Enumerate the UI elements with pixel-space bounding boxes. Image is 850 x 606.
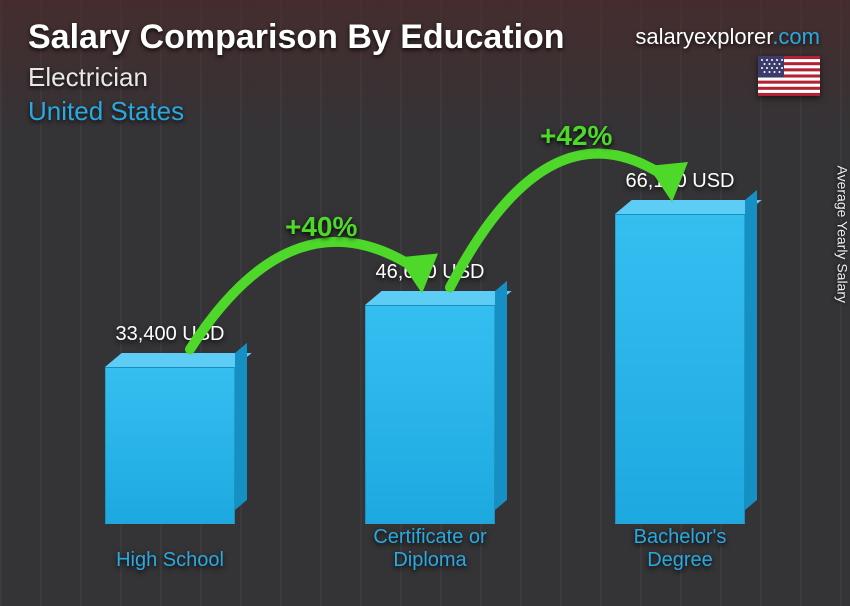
content-layer: Salary Comparison By Education Electrici… bbox=[0, 0, 850, 606]
chart-title: Salary Comparison By Education bbox=[28, 18, 565, 57]
brand-main: salaryexplorer bbox=[635, 24, 772, 49]
chart-subtitle: Electrician bbox=[28, 62, 148, 93]
brand-suffix: .com bbox=[772, 24, 820, 49]
growth-label: +42% bbox=[540, 120, 612, 152]
chart-country: United States bbox=[28, 96, 184, 127]
y-axis-label: Average Yearly Salary bbox=[834, 166, 850, 304]
brand-label: salaryexplorer.com bbox=[635, 24, 820, 50]
bar-chart: 33,400 USDHigh School46,600 USDCertifica… bbox=[40, 140, 790, 572]
flag-icon bbox=[758, 56, 820, 96]
growth-arc bbox=[40, 140, 800, 572]
